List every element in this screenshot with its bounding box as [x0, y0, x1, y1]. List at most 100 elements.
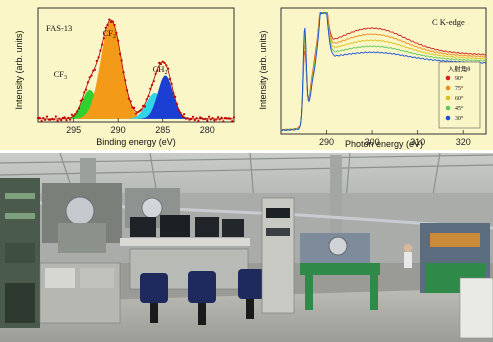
person: [404, 244, 412, 252]
xps-data-point: [52, 118, 56, 121]
legend-title: 入射角θ: [448, 64, 471, 73]
xps-data-point: [165, 64, 168, 67]
xps-peak-label: CF2: [103, 28, 116, 40]
xps-data-point: [184, 117, 187, 120]
pillar-2: [330, 155, 342, 240]
xps-data-point: [54, 115, 57, 118]
legend-marker: [445, 95, 451, 101]
xps-tick-label: 285: [155, 125, 170, 135]
xps-data-point: [111, 20, 114, 23]
xps-data-point: [85, 88, 88, 91]
xps-data-point: [232, 116, 236, 119]
xps-peak-label: CF3: [54, 69, 67, 81]
xps-data-point: [215, 118, 218, 121]
monitor-2: [160, 215, 190, 237]
xps-x-axis-title: Binding energy (eV): [96, 137, 176, 147]
xps-tick-label: 295: [66, 125, 81, 135]
xps-peak-label: CH2: [153, 64, 168, 76]
xps-data-point: [76, 110, 79, 113]
legend-marker: [445, 105, 451, 111]
legend-label: 30°: [455, 115, 464, 122]
xps-data-point: [145, 98, 148, 101]
xps-data-point: [81, 98, 84, 101]
xps-data-point: [58, 117, 61, 120]
xps-data-point: [63, 116, 66, 119]
xps-data-points: [36, 18, 236, 123]
xps-data-point: [106, 23, 109, 27]
xps-data-point: [174, 95, 177, 98]
xps-data-point: [143, 105, 146, 108]
xps-data-point: [179, 111, 182, 114]
xps-data-point: [191, 115, 195, 118]
xps-data-point: [170, 82, 173, 85]
xps-component-CF3: [38, 89, 234, 119]
xps-data-point: [69, 118, 72, 121]
xps-data-point: [86, 81, 89, 84]
legend-label: 90°: [455, 75, 464, 82]
xps-data-point: [65, 119, 68, 122]
xps-data-point: [45, 115, 49, 118]
xps-data-point: [216, 116, 220, 119]
beamline-photo: [0, 153, 493, 342]
xps-data-point: [209, 118, 212, 121]
xps-data-point: [127, 97, 130, 100]
xps-data-point: [90, 74, 93, 77]
legend-label: 60°: [455, 95, 464, 102]
nexafs-x-ticks: 290 300 310 320: [319, 130, 471, 147]
xps-data-point: [108, 18, 111, 21]
xps-data-point: [74, 113, 77, 116]
xps-data-point: [95, 59, 98, 63]
xps-data-point: [161, 60, 164, 63]
nexafs-tick-label: 310: [410, 137, 425, 147]
xps-data-point: [92, 69, 95, 72]
xps-data-point: [163, 61, 166, 64]
xps-data-point: [222, 120, 225, 123]
xps-data-point: [118, 52, 122, 56]
xps-data-point: [79, 99, 82, 102]
xps-data-point: [229, 117, 232, 120]
xps-data-point: [195, 117, 198, 120]
nexafs-tick-label: 290: [319, 137, 334, 147]
legend-marker: [445, 75, 451, 81]
monitor-3: [195, 217, 219, 237]
xps-data-point: [120, 59, 123, 62]
xps-data-point: [101, 43, 104, 46]
xps-data-point: [167, 67, 170, 70]
xps-data-point: [220, 116, 223, 119]
xps-data-point: [150, 83, 154, 87]
xps-x-ticks: 295 290 285 280: [66, 118, 215, 135]
xps-data-point: [38, 116, 41, 119]
xps-data-point: [44, 118, 47, 121]
xps-data-point: [93, 68, 97, 71]
monitor-4: [222, 219, 244, 237]
xps-chart: 295 290 285 280 FAS-13 CF3 CF2 CH2 Binding en…: [14, 7, 236, 147]
xps-data-point: [134, 112, 138, 115]
xps-data-point: [113, 23, 116, 27]
xps-data-point: [115, 31, 118, 34]
xps-tick-label: 290: [111, 125, 126, 135]
nexafs-series-lines: [280, 11, 487, 132]
legend-label: 45°: [455, 105, 464, 112]
xps-plot-frame: [37, 7, 235, 123]
xps-data-point: [190, 117, 193, 120]
xps-data-point: [49, 118, 52, 121]
xps-data-point: [186, 117, 189, 120]
xps-data-point: [175, 103, 179, 106]
xps-peak-labels: CF3 CF2 CH2: [54, 28, 168, 81]
xps-data-point: [224, 116, 227, 120]
legend-marker: [445, 115, 451, 121]
nexafs-y-axis-title: Intensity (arb. units): [258, 30, 268, 109]
xps-data-point: [188, 118, 191, 121]
nexafs-title: C K-edge: [432, 17, 465, 27]
xps-data-point: [208, 115, 211, 118]
xps-data-point: [47, 118, 50, 121]
spectra-panel: 295 290 285 280 FAS-13 CF3 CF2 CH2 Binding en…: [0, 0, 493, 150]
xps-title: FAS-13: [46, 23, 72, 33]
desk: [120, 238, 250, 246]
legend-box: [438, 61, 481, 129]
xps-data-point: [124, 79, 127, 82]
xps-data-point: [72, 114, 75, 117]
xps-data-point: [61, 116, 64, 119]
xps-data-point: [122, 71, 125, 74]
xps-data-point: [197, 119, 200, 123]
